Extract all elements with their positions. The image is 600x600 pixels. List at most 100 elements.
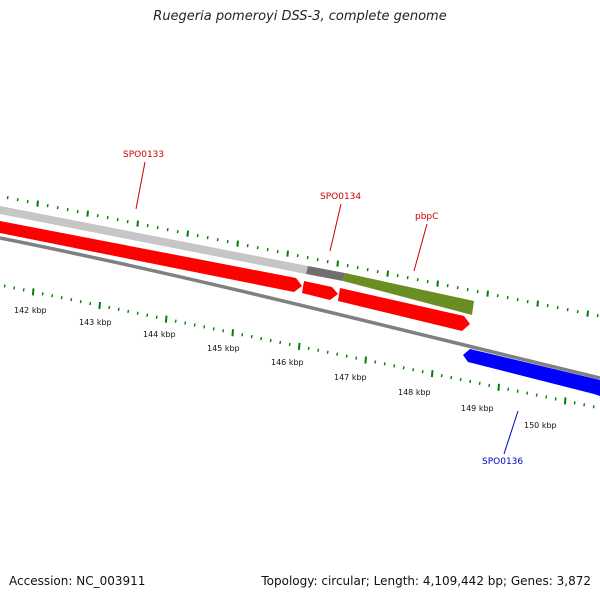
scale-minor-tick — [136, 311, 139, 315]
outer-minor-tick — [166, 227, 169, 232]
green-feature-bar — [343, 273, 474, 315]
scale-minor-tick — [155, 315, 158, 319]
scale-minor-tick — [336, 352, 339, 356]
outer-minor-tick — [226, 239, 229, 244]
scale-minor-tick — [307, 346, 310, 350]
scale-minor-tick — [193, 323, 196, 327]
dark-gray-feature-bar — [306, 266, 345, 281]
map-title: Ruegeria pomeroyi DSS-3, complete genome — [153, 9, 447, 24]
scale-minor-tick — [89, 301, 92, 306]
gene-label: SPO0136 — [482, 457, 523, 467]
genome-backbone — [0, 236, 600, 380]
scale-major-tick — [31, 288, 35, 296]
scale-minor-tick — [478, 381, 481, 386]
scale-minor-tick — [260, 336, 263, 341]
scale-minor-tick — [554, 397, 557, 401]
outer-minor-tick — [466, 287, 469, 292]
outer-minor-tick — [306, 255, 309, 260]
scale-minor-tick — [526, 391, 529, 395]
kbp-label: 144 kbp — [143, 330, 176, 339]
outer-minor-tick — [516, 297, 519, 302]
gene-leader-line — [135, 161, 146, 210]
scale-tick-row — [3, 284, 595, 409]
outer-minor-tick — [476, 289, 479, 294]
scale-minor-tick — [412, 368, 415, 372]
kbp-label: 150 kbp — [524, 421, 557, 430]
outer-minor-tick — [146, 223, 149, 228]
scale-minor-tick — [288, 342, 291, 347]
outer-major-tick — [186, 230, 189, 237]
outer-major-tick — [286, 250, 289, 257]
outer-minor-tick — [156, 225, 159, 230]
scale-minor-tick — [51, 294, 54, 298]
outer-minor-tick — [446, 283, 449, 288]
kbp-label: 147 kbp — [334, 373, 367, 382]
scale-minor-tick — [469, 379, 472, 384]
genome-summary-text: Topology: circular; Length: 4,109,442 bp… — [261, 574, 591, 588]
outer-minor-tick — [66, 207, 69, 212]
scale-minor-tick — [393, 364, 396, 368]
kbp-label: 149 kbp — [461, 404, 494, 413]
scale-major-tick — [430, 370, 434, 378]
outer-minor-tick — [6, 195, 9, 200]
outer-minor-tick — [316, 257, 319, 262]
scale-minor-tick — [70, 298, 73, 302]
red-gene-arrow-spo0133 — [0, 221, 302, 292]
scale-minor-tick — [269, 338, 272, 343]
outer-minor-tick — [206, 235, 209, 240]
scale-major-tick — [497, 383, 500, 391]
outer-minor-tick — [596, 313, 599, 318]
outer-minor-tick — [106, 215, 109, 220]
scale-minor-tick — [573, 401, 576, 405]
outer-minor-tick — [266, 247, 269, 252]
scale-minor-tick — [250, 335, 253, 339]
scale-minor-tick — [450, 375, 453, 380]
scale-minor-tick — [22, 288, 25, 292]
scale-minor-tick — [117, 307, 120, 312]
accession-text: Accession: NC_003911 — [9, 574, 146, 588]
kbp-label: 143 kbp — [79, 318, 112, 327]
scale-minor-tick — [345, 354, 348, 358]
scale-minor-tick — [212, 327, 215, 331]
scale-minor-tick — [13, 286, 16, 290]
outer-minor-tick — [496, 293, 499, 298]
outer-major-tick — [436, 280, 439, 287]
outer-major-tick — [486, 290, 489, 297]
outer-major-tick — [386, 270, 389, 277]
outer-minor-tick — [576, 309, 579, 314]
outer-minor-tick — [96, 213, 99, 218]
outer-minor-tick — [276, 249, 279, 254]
gene-label: pbpC — [415, 212, 438, 222]
scale-minor-tick — [488, 383, 491, 387]
scale-minor-tick — [203, 325, 206, 329]
outer-minor-tick — [46, 203, 49, 208]
scale-minor-tick — [516, 389, 519, 393]
outer-minor-tick — [176, 229, 179, 234]
scale-minor-tick — [108, 305, 111, 310]
scale-minor-tick — [60, 296, 63, 300]
scale-minor-tick — [326, 350, 329, 354]
red-gene-arrow-spo0134 — [302, 281, 338, 300]
outer-major-tick — [236, 240, 239, 247]
outer-minor-tick — [126, 219, 129, 224]
scale-minor-tick — [383, 362, 386, 366]
scale-minor-tick — [174, 319, 177, 323]
scale-major-tick — [297, 342, 301, 350]
scale-minor-tick — [222, 329, 225, 333]
outer-minor-tick — [546, 303, 549, 308]
outer-minor-tick — [326, 259, 329, 264]
kbp-label: 142 kbp — [14, 306, 47, 315]
scale-major-tick — [364, 356, 367, 364]
scale-minor-tick — [184, 321, 187, 325]
outer-major-tick — [36, 200, 39, 207]
outer-minor-tick — [526, 299, 529, 304]
outer-minor-tick — [406, 275, 409, 280]
outer-minor-tick — [246, 243, 249, 248]
outer-minor-tick — [426, 279, 429, 284]
red-gene-arrow-pbpc — [338, 288, 470, 331]
kbp-label: 148 kbp — [398, 388, 431, 397]
scale-minor-tick — [374, 360, 377, 364]
outer-minor-tick — [116, 217, 119, 222]
outer-minor-tick — [456, 285, 459, 290]
outer-major-tick — [586, 310, 589, 317]
